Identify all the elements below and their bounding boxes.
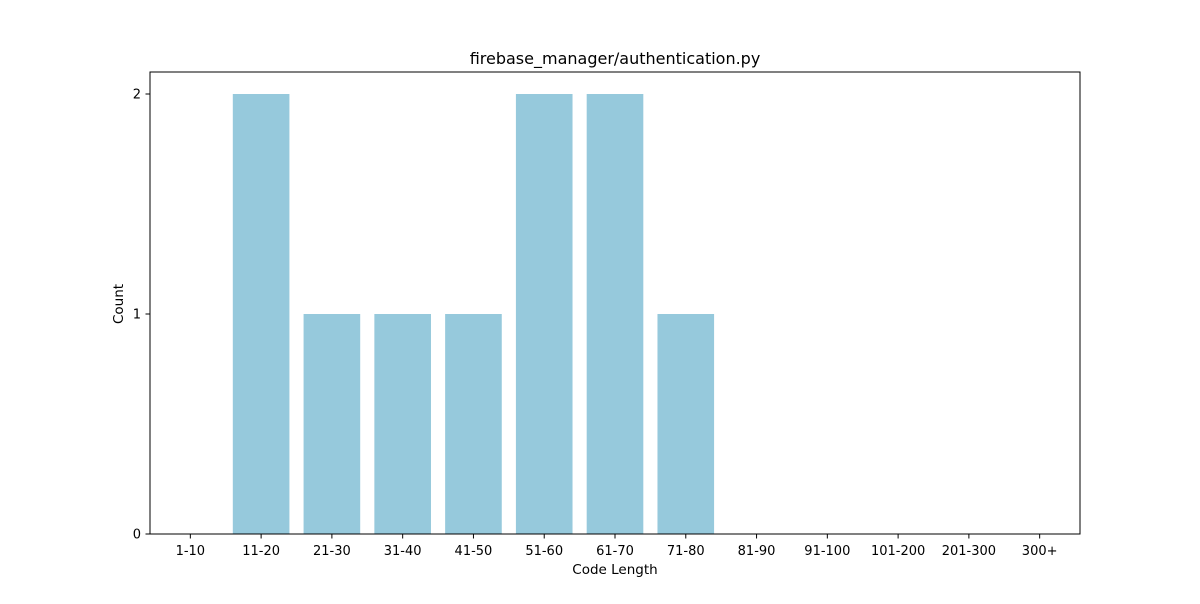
x-tick-label-201-300: 201-300 [942, 544, 996, 559]
ticks-layer: 1-10 11-20 21-30 31-40 41-50 51-60 61-70 71-80 8… [133, 88, 1058, 560]
bar-51-60 [515, 94, 573, 534]
y-tick-label-2: 2 [133, 88, 141, 103]
bar-41-50 [445, 314, 502, 534]
bar-31-40 [374, 314, 431, 534]
x-tick-label-51-60: 51-60 [525, 544, 563, 559]
bar-21-30 [303, 314, 361, 534]
chart-title: firebase_manager/authentication.py [470, 49, 761, 69]
x-tick-label-11-20: 11-20 [242, 544, 280, 559]
x-tick-label-61-70: 61-70 [596, 544, 634, 559]
x-tick-label-21-30: 21-30 [313, 544, 351, 559]
x-tick-label-300+: 300+ [1022, 544, 1058, 559]
x-tick-label-71-80: 71-80 [667, 544, 705, 559]
x-tick-label-1-10: 1-10 [176, 544, 206, 559]
bar-71-80 [657, 314, 715, 534]
y-axis-label: Count [111, 284, 127, 324]
bar-11-20 [232, 94, 290, 534]
x-axis-label: Code Length [572, 562, 657, 578]
x-tick-label-41-50: 41-50 [455, 544, 493, 559]
x-tick-label-101-200: 101-200 [871, 544, 925, 559]
y-tick-label-0: 0 [133, 528, 141, 543]
bar-61-70 [586, 94, 644, 534]
x-tick-label-81-90: 81-90 [738, 544, 776, 559]
bars-layer [232, 94, 715, 534]
x-tick-label-31-40: 31-40 [384, 544, 422, 559]
y-tick-label-1: 1 [133, 308, 141, 323]
x-tick-label-91-100: 91-100 [804, 544, 850, 559]
